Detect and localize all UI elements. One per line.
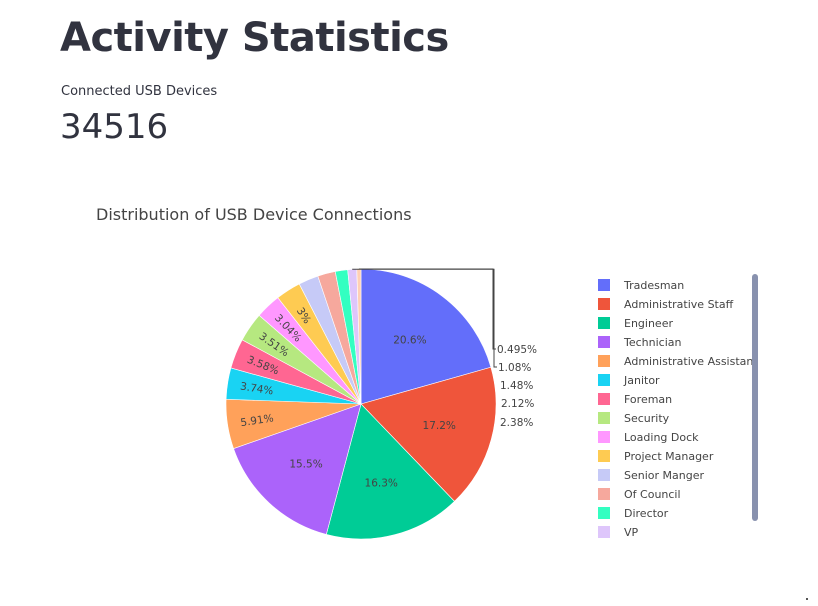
- slice-label-engineer: 16.3%: [365, 477, 398, 489]
- slice-label-janitor: 3.74%: [239, 381, 274, 398]
- legend-swatch: [598, 488, 610, 500]
- legend-item-foreman[interactable]: Foreman: [598, 393, 672, 406]
- legend-item-tradesman[interactable]: Tradesman: [598, 279, 684, 292]
- legend-swatch: [598, 336, 610, 348]
- legend-label: Administrative Assistant: [624, 355, 758, 368]
- legend-label: Engineer: [624, 317, 673, 330]
- legend-swatch: [598, 507, 610, 519]
- legend-label: Tradesman: [623, 279, 684, 292]
- legend-item-security[interactable]: Security: [598, 412, 670, 425]
- legend-label: Senior Manger: [624, 469, 704, 482]
- legend-swatch: [598, 355, 610, 367]
- metric-label: Connected USB Devices: [61, 84, 218, 99]
- legend-item-of-council[interactable]: Of Council: [598, 488, 681, 501]
- legend-label: Administrative Staff: [624, 298, 734, 311]
- legend-item-director[interactable]: Director: [598, 507, 669, 520]
- legend-swatch: [598, 450, 610, 462]
- legend-item-vp[interactable]: VP: [598, 526, 639, 539]
- legend-label: Security: [624, 412, 670, 425]
- pie-slices: [225, 268, 497, 540]
- chart-title: Distribution of USB Device Connections: [96, 205, 412, 224]
- pie-slice-administrative-staff[interactable]: [360, 366, 497, 502]
- slice-label-administrative-staff: 17.2%: [423, 420, 456, 432]
- legend-item-administrative-assistant[interactable]: Administrative Assistant: [598, 355, 758, 368]
- legend-swatch: [598, 279, 610, 291]
- legend-item-engineer[interactable]: Engineer: [598, 317, 673, 330]
- legend-item-project-manager[interactable]: Project Manager: [598, 450, 714, 463]
- legend-swatch: [598, 298, 610, 310]
- legend-label: Technician: [623, 336, 682, 349]
- legend-item-loading-dock[interactable]: Loading Dock: [598, 431, 699, 444]
- legend-label: Of Council: [624, 488, 681, 501]
- legend-label: Director: [624, 507, 669, 520]
- slice-label-slice-14: 0.495%: [497, 344, 537, 356]
- metric-value: 34516: [60, 107, 169, 147]
- chart-legend[interactable]: Tradesman Administrative Staff Engineer Tec…: [598, 279, 758, 539]
- legend-label: Janitor: [623, 374, 660, 387]
- pie-slice-tradesman[interactable]: [360, 268, 492, 405]
- legend-swatch: [598, 374, 610, 386]
- slice-label-tradesman: 20.6%: [393, 334, 426, 346]
- legend-swatch: [598, 317, 610, 329]
- legend-swatch: [598, 469, 610, 481]
- legend-item-senior-manger[interactable]: Senior Manger: [598, 469, 704, 482]
- slice-leader-line: [358, 268, 496, 350]
- legend-item-janitor[interactable]: Janitor: [598, 374, 660, 387]
- legend-label: Project Manager: [624, 450, 714, 463]
- legend-scrollbar[interactable]: [752, 274, 758, 521]
- legend-swatch: [598, 431, 610, 443]
- pie-slice-engineer[interactable]: [325, 403, 455, 540]
- slice-label-director: 1.48%: [500, 380, 533, 392]
- resize-handle-icon: [806, 598, 808, 600]
- legend-item-administrative-staff[interactable]: Administrative Staff: [598, 298, 734, 311]
- slice-label-senior-manger: 2.38%: [500, 417, 533, 429]
- pie-slice-technician[interactable]: [233, 403, 362, 535]
- legend-label: Foreman: [624, 393, 672, 406]
- slice-label-of-council: 2.12%: [501, 398, 534, 410]
- slice-label-vp: 1.08%: [498, 362, 531, 374]
- slice-label-administrative-assistant: 5.91%: [240, 412, 275, 429]
- pie-labels: 20.6%17.2%16.3%15.5%5.91%3.74%3.58%3.51%…: [239, 268, 537, 489]
- legend-swatch: [598, 412, 610, 424]
- page-title: Activity Statistics: [60, 15, 449, 61]
- legend-swatch: [598, 393, 610, 405]
- legend-label: Loading Dock: [624, 431, 699, 444]
- legend-item-technician[interactable]: Technician: [598, 336, 682, 349]
- legend-label: VP: [624, 526, 639, 539]
- legend-swatch: [598, 526, 610, 538]
- slice-label-technician: 15.5%: [289, 458, 322, 470]
